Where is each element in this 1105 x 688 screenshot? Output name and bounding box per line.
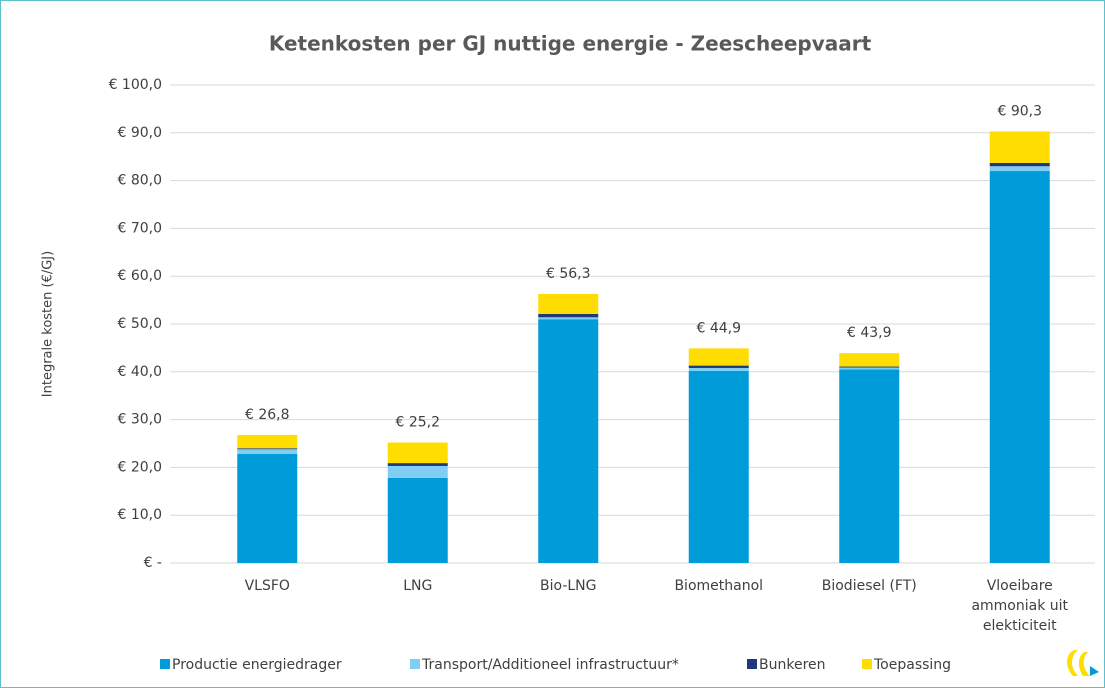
x-tick-label: Bio-LNG <box>540 578 597 594</box>
total-label: € 56,3 <box>546 266 591 282</box>
bar-segment <box>538 293 599 314</box>
legend-label: Toepassing <box>873 657 951 673</box>
bar-segment <box>237 449 298 455</box>
bar-segment <box>538 319 599 563</box>
legend-label: Productie energiedrager <box>172 657 342 673</box>
total-label: € 25,2 <box>395 415 440 431</box>
x-tick-label: Vloeibare ammoniak uit elekticiteit <box>971 578 1068 634</box>
y-tick-label: € 80,0 <box>117 173 162 189</box>
y-tick-label: € 70,0 <box>117 220 162 236</box>
x-tick-label: LNG <box>403 578 432 594</box>
legend-swatch <box>410 659 420 669</box>
bar-segment <box>989 162 1050 167</box>
x-tick-label: VLSFO <box>245 578 290 594</box>
y-tick-label: € 40,0 <box>117 364 162 380</box>
bar-segment <box>989 166 1050 172</box>
total-label: € 43,9 <box>847 325 892 341</box>
y-axis-label: Integrale kosten (€/GJ) <box>41 251 56 397</box>
bar-segment <box>237 434 298 449</box>
bar-segment <box>538 313 599 318</box>
legend-label: Transport/Additioneel infrastructuur* <box>421 657 679 673</box>
legend-swatch <box>160 659 170 669</box>
chart-title: Ketenkosten per GJ nuttige energie - Zee… <box>269 32 872 56</box>
bar-segment <box>688 367 749 371</box>
y-tick-label: € 60,0 <box>117 268 162 284</box>
bar-segment <box>237 454 298 563</box>
bar-segment <box>387 465 448 478</box>
total-label: € 26,8 <box>245 407 290 423</box>
bar-segment <box>688 365 749 368</box>
bar-segment <box>989 171 1050 564</box>
y-tick-label: € 90,0 <box>117 125 162 141</box>
logo <box>1067 649 1099 676</box>
bar-segment <box>387 442 448 464</box>
legend-swatch <box>747 659 757 669</box>
bar-segment <box>839 366 900 368</box>
bar-segment <box>688 348 749 366</box>
total-label: € 90,3 <box>997 103 1042 119</box>
y-tick-label: € 50,0 <box>117 316 162 332</box>
y-tick-label: € 100,0 <box>109 77 162 93</box>
total-label: € 44,9 <box>696 320 741 336</box>
bar-segment <box>387 477 448 563</box>
y-tick-label: € 10,0 <box>117 507 162 523</box>
x-tick-label: Biodiesel (FT) <box>822 578 917 594</box>
y-tick-label: € 30,0 <box>117 412 162 428</box>
bar-segment <box>387 463 448 466</box>
bar-segment <box>989 131 1050 163</box>
bar-segment <box>237 448 298 450</box>
y-tick-label: € 20,0 <box>117 459 162 475</box>
x-tick-label: Biomethanol <box>674 578 763 594</box>
bar-segment <box>839 369 900 563</box>
bar-segment <box>839 353 900 367</box>
bar-segment <box>688 370 749 563</box>
y-tick-label: € - <box>144 555 162 571</box>
legend-swatch <box>862 659 872 669</box>
bar-segment <box>538 317 599 320</box>
bar-segment <box>839 367 900 370</box>
legend-label: Bunkeren <box>759 657 826 673</box>
